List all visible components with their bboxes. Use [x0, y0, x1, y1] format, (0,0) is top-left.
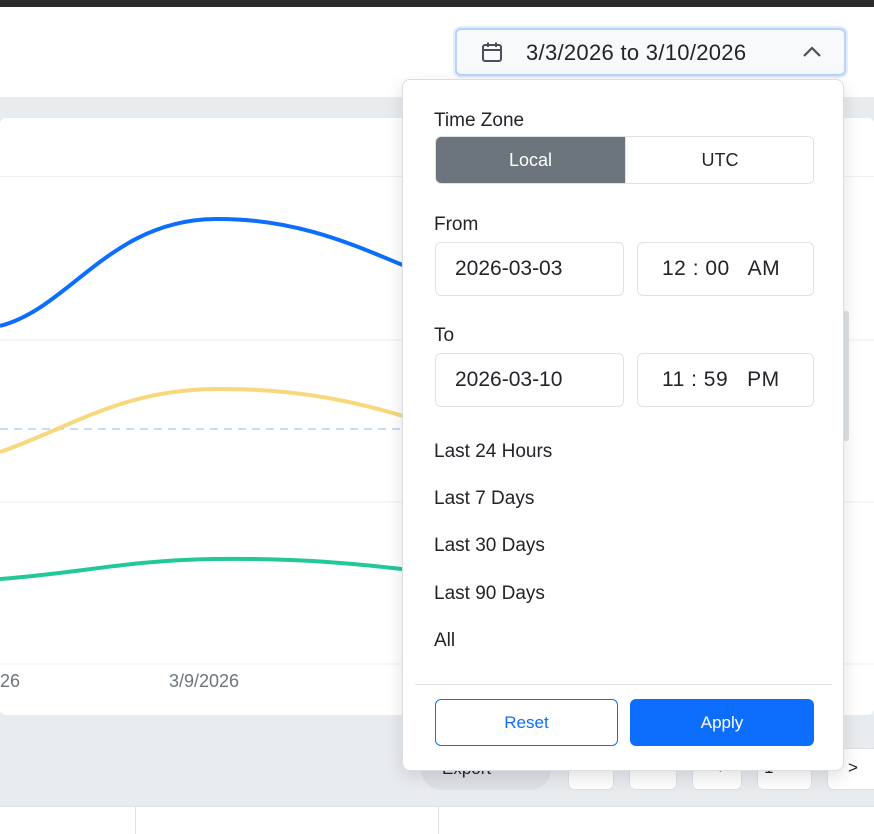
x-tick-label: 3/9/2026 [169, 671, 240, 691]
reset-button[interactable]: Reset [435, 699, 618, 746]
quick-range-last-90-days[interactable]: Last 90 Days [434, 583, 545, 604]
date-range-label: 3/3/2026 to 3/10/2026 [526, 40, 747, 65]
popover-divider [415, 684, 832, 685]
next-page-label: > [848, 758, 858, 777]
date-range-picker-button[interactable]: 3/3/2026 to 3/10/2026 [455, 28, 846, 76]
from-label: From [434, 214, 479, 235]
time-zone-toggle: Local UTC [435, 136, 814, 184]
series-line-green [0, 556, 411, 581]
to-label: To [434, 325, 455, 346]
series-line-yellow [0, 386, 411, 454]
tz-local-button[interactable]: Local [436, 137, 625, 183]
from-date-input[interactable]: 2026-03-03 [435, 242, 624, 296]
calendar-icon [482, 42, 502, 62]
chart-scrollbar-thumb[interactable] [843, 311, 849, 441]
to-time-input[interactable]: 11 : 59 PM [637, 353, 814, 407]
column-divider [135, 807, 136, 834]
quick-range-all[interactable]: All [434, 630, 456, 651]
chevron-up-icon [803, 46, 821, 57]
quick-range-last-30-days[interactable]: Last 30 Days [434, 535, 545, 556]
date-range-popover: Time Zone Local UTC From 2026-03-03 12 :… [402, 79, 844, 771]
time-zone-label: Time Zone [434, 110, 525, 131]
column-divider [438, 807, 439, 834]
from-time-input[interactable]: 12 : 00 AM [637, 242, 814, 296]
quick-range-last-24-hours[interactable]: Last 24 Hours [434, 441, 553, 462]
x-tick-label: 26 [0, 671, 21, 691]
to-date-input[interactable]: 2026-03-10 [435, 353, 624, 407]
window-top-bar [0, 0, 874, 7]
series-line-blue [0, 216, 411, 328]
quick-range-last-7-days[interactable]: Last 7 Days [434, 488, 535, 509]
table-header-row [0, 806, 874, 834]
tz-utc-button[interactable]: UTC [625, 137, 813, 183]
apply-button[interactable]: Apply [630, 699, 814, 746]
